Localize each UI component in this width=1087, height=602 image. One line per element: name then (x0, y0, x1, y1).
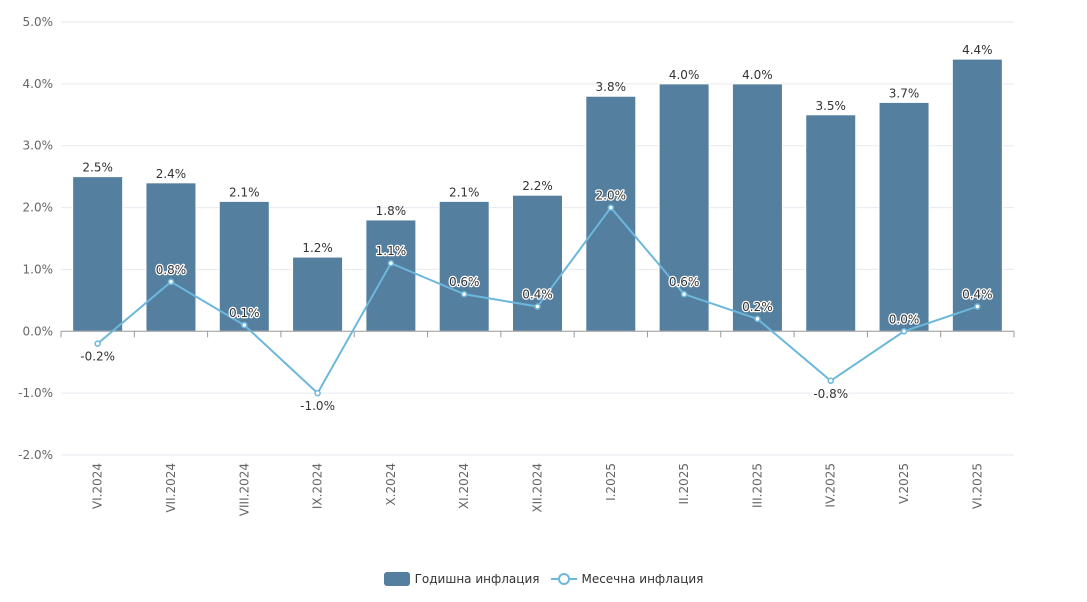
bar-value-label: 1.2% (302, 241, 333, 255)
bar-value-label: 1.8% (376, 204, 407, 218)
bar-value-label: 2.5% (82, 161, 113, 175)
x-tick-label: VIII.2024 (237, 463, 251, 516)
bar-swatch-icon (383, 572, 410, 586)
line-point (607, 204, 615, 211)
bar (72, 176, 124, 332)
bar-value-label: 3.7% (889, 86, 920, 100)
legend-item-monthly[interactable]: Месечна инфлация (551, 572, 703, 586)
line-point (167, 278, 175, 286)
bar-value-label: 4.0% (742, 68, 773, 82)
x-tick-label: XI.2024 (457, 463, 471, 509)
bar (292, 256, 344, 332)
bar (218, 200, 270, 332)
line-point (241, 321, 248, 329)
bar (878, 101, 930, 332)
legend-label-monthly: Месечна инфлация (581, 572, 704, 586)
legend: Годишна инфлация Месечна инфлация (0, 572, 1087, 586)
bar-value-label: 2.1% (449, 185, 480, 199)
line-value-label: 0.6% (449, 275, 480, 289)
line-point (754, 315, 761, 323)
y-tick-label: 0.0% (23, 324, 54, 338)
bar (512, 194, 563, 332)
x-tick-label: V.2025 (897, 463, 911, 504)
line-point (534, 303, 541, 310)
bar-value-label: 2.4% (156, 167, 187, 181)
bar (438, 200, 490, 332)
y-axis: -2.0% -1.0% 0.0% 1.0% 2.0% 3.0% 4.0% 5.0% (18, 15, 53, 462)
legend-item-annual[interactable]: Годишна инфлация (383, 572, 540, 586)
line-point (974, 303, 981, 310)
line-value-label: 1.1% (376, 244, 407, 258)
y-tick-label: -2.0% (18, 448, 53, 462)
bar-value-label: 4.0% (669, 68, 700, 82)
line-point (387, 259, 395, 267)
line-value-label: 0.4% (962, 288, 993, 302)
x-axis: VI.2024 VII.2024 VIII.2024 IX.2024 X.2024 XI.… (60, 330, 1015, 516)
line-point (827, 377, 834, 385)
y-tick-label: 1.0% (23, 262, 54, 276)
bar-value-label: 3.5% (815, 99, 846, 113)
line-value-label: 0.1% (229, 306, 260, 320)
line-value-label: 0.6% (669, 275, 700, 289)
bar-value-label: 2.1% (229, 185, 260, 199)
line-value-label: 2.0% (596, 189, 627, 203)
bar (585, 95, 637, 332)
x-tick-label: VI.2024 (91, 463, 105, 509)
line-point (900, 328, 908, 335)
line-point (460, 290, 468, 298)
bar (731, 83, 783, 332)
line-point (94, 340, 101, 347)
y-tick-label: -1.0% (18, 386, 53, 400)
line-marker-icon (551, 573, 578, 585)
x-tick-label: XII.2024 (531, 463, 545, 513)
bar (365, 219, 417, 332)
x-tick-label: I.2025 (604, 463, 618, 501)
y-tick-label: 4.0% (23, 77, 54, 91)
line-series (94, 204, 981, 397)
x-tick-label: IV.2025 (824, 463, 838, 508)
bar-value-label: 2.2% (522, 179, 553, 193)
y-tick-label: 3.0% (23, 139, 54, 153)
line-value-label: 0.4% (522, 288, 553, 302)
bar-data-labels: 2.5% 2.4% 2.1% 1.2% 1.8% 2.1% 2.2% 3.8% 4.0% 4.0%… (82, 43, 992, 255)
bar (805, 114, 857, 332)
bar-series (72, 58, 1003, 332)
x-tick-label: II.2025 (677, 463, 691, 504)
y-tick-label: 2.0% (23, 201, 54, 215)
line-point (314, 389, 321, 397)
bar-value-label: 3.8% (596, 80, 627, 94)
bar-value-label: 4.4% (962, 43, 993, 57)
line-value-label: 0.0% (889, 312, 920, 326)
x-tick-label: VII.2024 (164, 463, 178, 513)
line-value-label: 0.2% (742, 300, 773, 314)
legend-label-annual: Годишна инфлация (414, 572, 540, 586)
line-value-label: -0.8% (813, 387, 848, 401)
line-data-labels: -0.2% 0.8% 0.1% -1.0% 1.1% 0.6% 0.4% 2.0% 0.6% 0.… (79, 187, 994, 414)
x-tick-label: IX.2024 (311, 463, 325, 509)
line-value-label: -1.0% (300, 399, 335, 413)
line-value-label: 0.8% (156, 263, 187, 277)
x-tick-label: III.2025 (750, 463, 764, 508)
y-tick-label: 5.0% (23, 15, 54, 29)
x-tick-label: X.2024 (384, 463, 398, 506)
line-value-label: -0.2% (80, 350, 115, 364)
bar (951, 58, 1003, 332)
bar (145, 182, 197, 332)
line-point (680, 290, 688, 298)
x-tick-label: VI.2025 (970, 463, 984, 509)
